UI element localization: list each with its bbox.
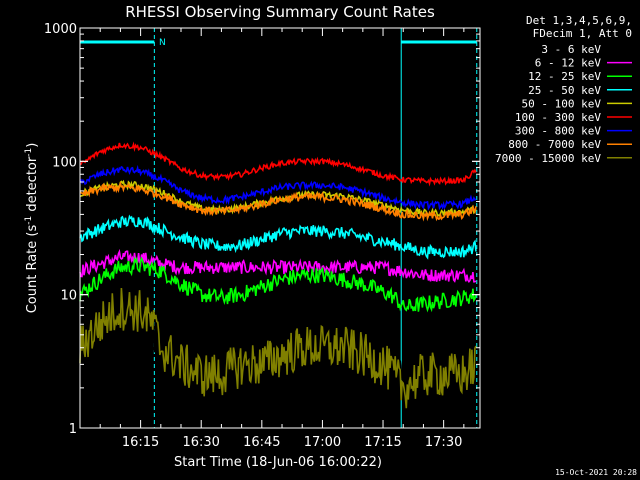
legend-header-line2: FDecim 1, Att 0: [533, 27, 632, 40]
axes: 16:15 16:30 16:45 17:00 17:15 17:30 1 10 100 1000: [44, 22, 480, 450]
legend-label: 100 - 300 keV: [515, 111, 601, 124]
x-tick-label: 16:15: [122, 435, 159, 450]
y-tick-label: 10: [60, 289, 77, 304]
series-layer: [79, 141, 477, 409]
legend-label: 3 - 6 keV: [541, 43, 601, 56]
legend-label: 12 - 25 keV: [528, 70, 601, 83]
chart-title: RHESSI Observing Summary Count Rates: [125, 3, 435, 21]
y-axis-label: Count Rate (s-1 detector-1): [24, 143, 40, 314]
x-axis-label: Start Time (18-Jun-06 16:00:22): [174, 455, 382, 470]
series-line-5: [79, 141, 477, 187]
y-axis-label-sup1: -1: [24, 216, 34, 225]
series-line-8: [79, 287, 477, 409]
legend-label: 300 - 800 keV: [515, 125, 601, 138]
legend-label: 7000 - 15000 keV: [495, 152, 601, 165]
footer-date: 15-Oct-2021 20:28: [555, 468, 637, 477]
series-line-7: [79, 180, 477, 222]
series-line-1: [79, 248, 477, 284]
x-tick-label: 17:15: [364, 435, 401, 450]
legend-label: 800 - 7000 keV: [508, 138, 601, 151]
y-axis-label-part2: detector: [25, 156, 40, 216]
flag-label: N: [159, 38, 166, 48]
y-axis-label-part3: ): [25, 143, 40, 148]
x-tick-label: 17:00: [304, 435, 341, 450]
plot-frame: [79, 27, 481, 429]
x-tick-label: 16:45: [243, 435, 280, 450]
y-tick-label: 100: [52, 155, 77, 170]
series-line-3: [79, 214, 477, 260]
x-tick-label: 17:30: [425, 435, 462, 450]
y-axis-label-sup2: -1: [24, 148, 34, 157]
legend: Det 1,3,4,5,6,9, FDecim 1, Att 0 3 - 6 k…: [495, 14, 632, 165]
legend-label: 50 - 100 keV: [522, 97, 602, 110]
y-tick-label: 1: [69, 422, 77, 437]
legend-label: 25 - 50 keV: [528, 84, 601, 97]
series-line-2: [79, 256, 477, 313]
y-tick-label: 1000: [44, 22, 77, 37]
x-tick-label: 16:30: [182, 435, 219, 450]
legend-header-line1: Det 1,3,4,5,6,9,: [526, 14, 632, 27]
legend-label: 6 - 12 keV: [535, 57, 602, 70]
y-axis-label-part1: Count Rate (s: [25, 225, 40, 314]
series-line-6: [79, 164, 477, 211]
